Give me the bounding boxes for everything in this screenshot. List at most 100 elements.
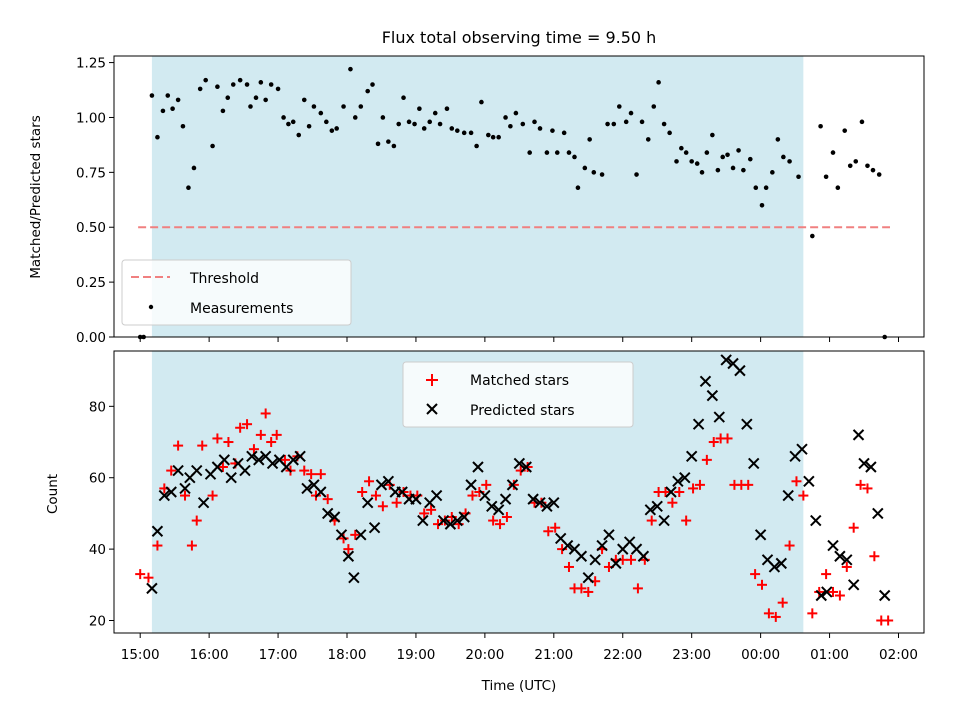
matched-star-point — [481, 479, 492, 490]
predicted-star-point — [803, 475, 815, 487]
measurement-point — [421, 126, 427, 131]
matched-star-point — [763, 608, 774, 619]
matched-star-point — [667, 497, 678, 508]
measurements-series — [137, 66, 888, 340]
measurement-point — [474, 143, 479, 149]
measurement-point — [544, 150, 550, 155]
predicted-star-point — [665, 486, 677, 498]
predicted-star-point — [768, 561, 781, 573]
predicted-star-point — [713, 411, 725, 423]
measurement-point — [736, 148, 741, 153]
matched-star-point — [722, 433, 733, 444]
predicted-star-point — [582, 571, 594, 584]
matched-star-point — [488, 515, 499, 526]
measurement-point — [175, 97, 181, 103]
measurement-point — [461, 130, 467, 136]
measurement-point — [230, 82, 236, 87]
measurement-point — [191, 165, 197, 171]
predicted-star-point — [246, 450, 258, 463]
measurement-point — [679, 145, 684, 151]
x-tick-label: 23:00 — [672, 647, 711, 663]
predicted-star-point — [658, 514, 670, 527]
matched-star-point — [135, 569, 146, 580]
measurement-point — [674, 159, 679, 164]
predicted-star-point — [603, 529, 615, 541]
predicted-star-point — [810, 514, 822, 527]
predicted-star-point — [520, 461, 532, 473]
top-x-ticks — [139, 337, 899, 342]
matched-star-point — [563, 561, 574, 572]
matched-star-point — [777, 597, 788, 608]
measurement-point — [490, 134, 496, 140]
measurement-point — [818, 123, 823, 129]
measurement-point — [847, 163, 853, 169]
predicted-star-point — [382, 475, 395, 487]
measurement-point — [149, 93, 155, 98]
measurement-point — [796, 174, 801, 180]
top-legend-box — [121, 259, 352, 326]
matched-star-point — [674, 487, 685, 497]
top-legend: Threshold Measurements — [121, 259, 352, 326]
matched-star-point — [791, 476, 802, 487]
predicted-star-point — [479, 489, 491, 502]
measurement-point — [770, 170, 775, 175]
matched-star-point — [869, 551, 880, 562]
measurement-point — [210, 143, 215, 149]
measurement-point — [554, 150, 560, 155]
matched-star-point — [798, 490, 809, 501]
measurement-point — [639, 119, 645, 125]
measurement-point — [605, 121, 610, 127]
x-tick-label: 01:00 — [810, 647, 849, 663]
matched-star-point — [166, 465, 177, 476]
predicted-star-point — [321, 507, 334, 520]
measurement-point — [275, 86, 281, 92]
x-tick-label: 18:00 — [328, 647, 367, 663]
predicted-star-point — [589, 554, 601, 566]
predicted-star-point — [492, 504, 505, 516]
measurement-point — [683, 150, 689, 155]
measurement-point — [170, 106, 175, 111]
matched-star-point — [501, 511, 512, 522]
predicted-star-point — [368, 521, 381, 534]
measurement-point — [508, 123, 513, 129]
measurement-point — [186, 185, 191, 191]
top-panel: 0.00 0.25 0.50 0.75 1.00 1.25 Flux total obse… — [28, 28, 925, 346]
chart-title: Flux total observing time = 9.50 h — [382, 28, 657, 47]
predicted-star-point — [513, 457, 526, 470]
measurement-point — [582, 165, 588, 171]
matched-star-point — [807, 608, 818, 619]
matched-star-point — [260, 408, 271, 419]
predicted-star-point — [561, 539, 574, 552]
bottom-legend-box — [402, 361, 634, 428]
predicted-star-point — [499, 493, 512, 505]
measurement-point — [412, 121, 417, 127]
bottom-y-tick-label: 40 — [89, 542, 106, 558]
predicted-star-point — [610, 557, 622, 570]
predicted-star-point — [191, 464, 203, 477]
measurement-point — [710, 132, 715, 138]
matched-star-point — [143, 572, 154, 583]
bottom-panel: 20 40 60 80 15:00 16:00 17:00 18:00 19:00 20:00 2… — [45, 350, 925, 694]
measurement-point — [296, 132, 302, 138]
measurement-point — [244, 82, 250, 87]
predicted-star-point — [534, 497, 546, 509]
measurement-point — [203, 77, 208, 83]
measurement-point — [281, 115, 286, 120]
legend-measurements-label: Measurements — [190, 301, 293, 317]
measurement-point — [220, 108, 226, 114]
predicted-star-point — [266, 457, 279, 470]
measurement-point — [432, 110, 438, 116]
matched-star-point — [632, 583, 643, 594]
predicted-star-point — [361, 497, 374, 509]
measurement-point — [417, 106, 422, 111]
measurement-point — [617, 104, 622, 109]
matched-star-point — [841, 561, 852, 572]
measurement-point — [215, 84, 220, 90]
matched-star-point — [784, 540, 795, 551]
measurement-point — [406, 119, 412, 125]
legend-predicted-swatch — [426, 403, 438, 415]
measurement-point — [532, 119, 537, 125]
predicted-star-point — [541, 500, 553, 512]
predicted-star-point — [151, 525, 164, 537]
